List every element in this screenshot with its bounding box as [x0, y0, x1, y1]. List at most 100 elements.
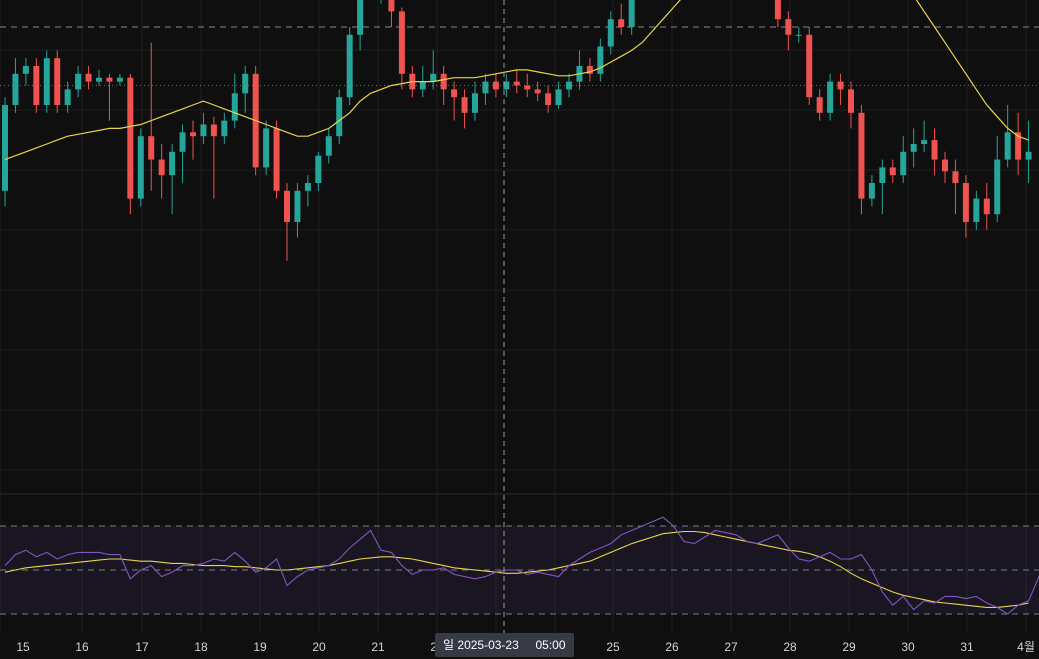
x-tick-label: 31 [960, 640, 974, 654]
candle-body [1025, 151, 1032, 160]
x-tick-label: 17 [135, 640, 149, 654]
x-tick-label: 29 [842, 640, 856, 654]
candle-body [889, 167, 896, 176]
candle-body [398, 11, 405, 74]
candle-body [534, 89, 541, 94]
candle-body [137, 136, 144, 199]
candle-body [169, 151, 176, 176]
x-tick-label: 25 [606, 640, 620, 654]
candle-body [900, 151, 907, 176]
candle-body [837, 81, 844, 90]
candle-body [795, 34, 802, 36]
candle-body [868, 183, 875, 199]
x-tick-label: 30 [901, 640, 915, 654]
candle-body [503, 81, 510, 90]
moving-average-line [4, 0, 1029, 161]
x-tick-label: 18 [194, 640, 208, 654]
candle-body [294, 190, 301, 222]
candle-body [586, 66, 593, 74]
candle-body [242, 73, 249, 94]
candle-body [607, 19, 614, 47]
candle-body [1015, 132, 1022, 160]
crosshair-day: 일 [443, 638, 455, 652]
candle-body [263, 128, 270, 168]
x-tick-label: 26 [665, 640, 679, 654]
candle-body [33, 66, 40, 105]
candle-body [994, 159, 1001, 215]
candle-body [816, 97, 823, 113]
x-tick-label: 19 [253, 640, 267, 654]
candle-body [440, 73, 447, 90]
candle-body [921, 140, 928, 144]
candle-body [910, 144, 917, 152]
oscillator-line [4, 516, 1039, 615]
candle-body [148, 136, 155, 160]
candle-body [2, 105, 8, 191]
candle-body [43, 58, 50, 105]
candle-body [931, 140, 938, 160]
x-tick-label: 15 [16, 640, 30, 654]
candle-body [806, 34, 813, 98]
x-tick-label: 21 [371, 640, 385, 654]
candle-body [221, 120, 228, 137]
candle-body [190, 132, 196, 137]
candle-body [200, 124, 207, 137]
candle-body [336, 97, 343, 137]
candle-body [273, 128, 280, 191]
candle-body [346, 34, 353, 98]
candle-body [430, 73, 437, 82]
candle-body [179, 132, 186, 152]
candle-body [774, 0, 781, 20]
candle-body [85, 73, 92, 82]
x-tick-label: 28 [783, 640, 797, 654]
x-tick-label: 20 [312, 640, 326, 654]
candle-body [983, 198, 990, 215]
candle-body [942, 159, 948, 172]
candle-body [461, 97, 468, 113]
candle-body [879, 167, 886, 183]
candle-body [419, 81, 426, 90]
candle-body [325, 136, 332, 156]
candle-body [22, 66, 29, 74]
candle-body [858, 112, 865, 199]
candle-body [597, 46, 604, 74]
candle-body [618, 19, 625, 27]
candle-body [75, 73, 82, 90]
candle-body [451, 89, 458, 98]
candle-body [555, 89, 562, 105]
candle-body [513, 81, 520, 86]
candle-body [492, 81, 499, 90]
candle-body [827, 81, 834, 113]
candle-body [158, 159, 165, 176]
candle-body [1004, 132, 1011, 160]
candle-body [952, 171, 959, 183]
x-tick-label: 27 [724, 640, 738, 654]
candle-body [524, 85, 531, 90]
candle-body [482, 81, 489, 94]
crosshair-time-label: 일 2025-03-23 05:00 [435, 633, 574, 657]
candle-body [848, 89, 854, 113]
candle-body [545, 93, 552, 105]
candle-body [962, 183, 969, 222]
candle-body [472, 93, 478, 113]
candle-body [106, 77, 113, 82]
oscillator-signal-line [4, 530, 1029, 608]
candle-body [127, 77, 134, 199]
x-tick-label: 16 [75, 640, 89, 654]
candle-body [116, 77, 123, 82]
candle-body [628, 0, 635, 27]
candle-body [304, 183, 311, 191]
candle-body [973, 198, 980, 222]
candle-body [357, 0, 364, 35]
candle-body [315, 155, 322, 183]
candle-body [210, 124, 217, 137]
candle-body [566, 81, 572, 90]
candle-body [785, 19, 792, 35]
candle-body [12, 73, 19, 105]
candle-body [231, 93, 238, 121]
crosshair-date: 2025-03-23 [457, 638, 519, 652]
candle-body [96, 77, 102, 82]
x-tick-label: 4월 [1017, 640, 1035, 654]
